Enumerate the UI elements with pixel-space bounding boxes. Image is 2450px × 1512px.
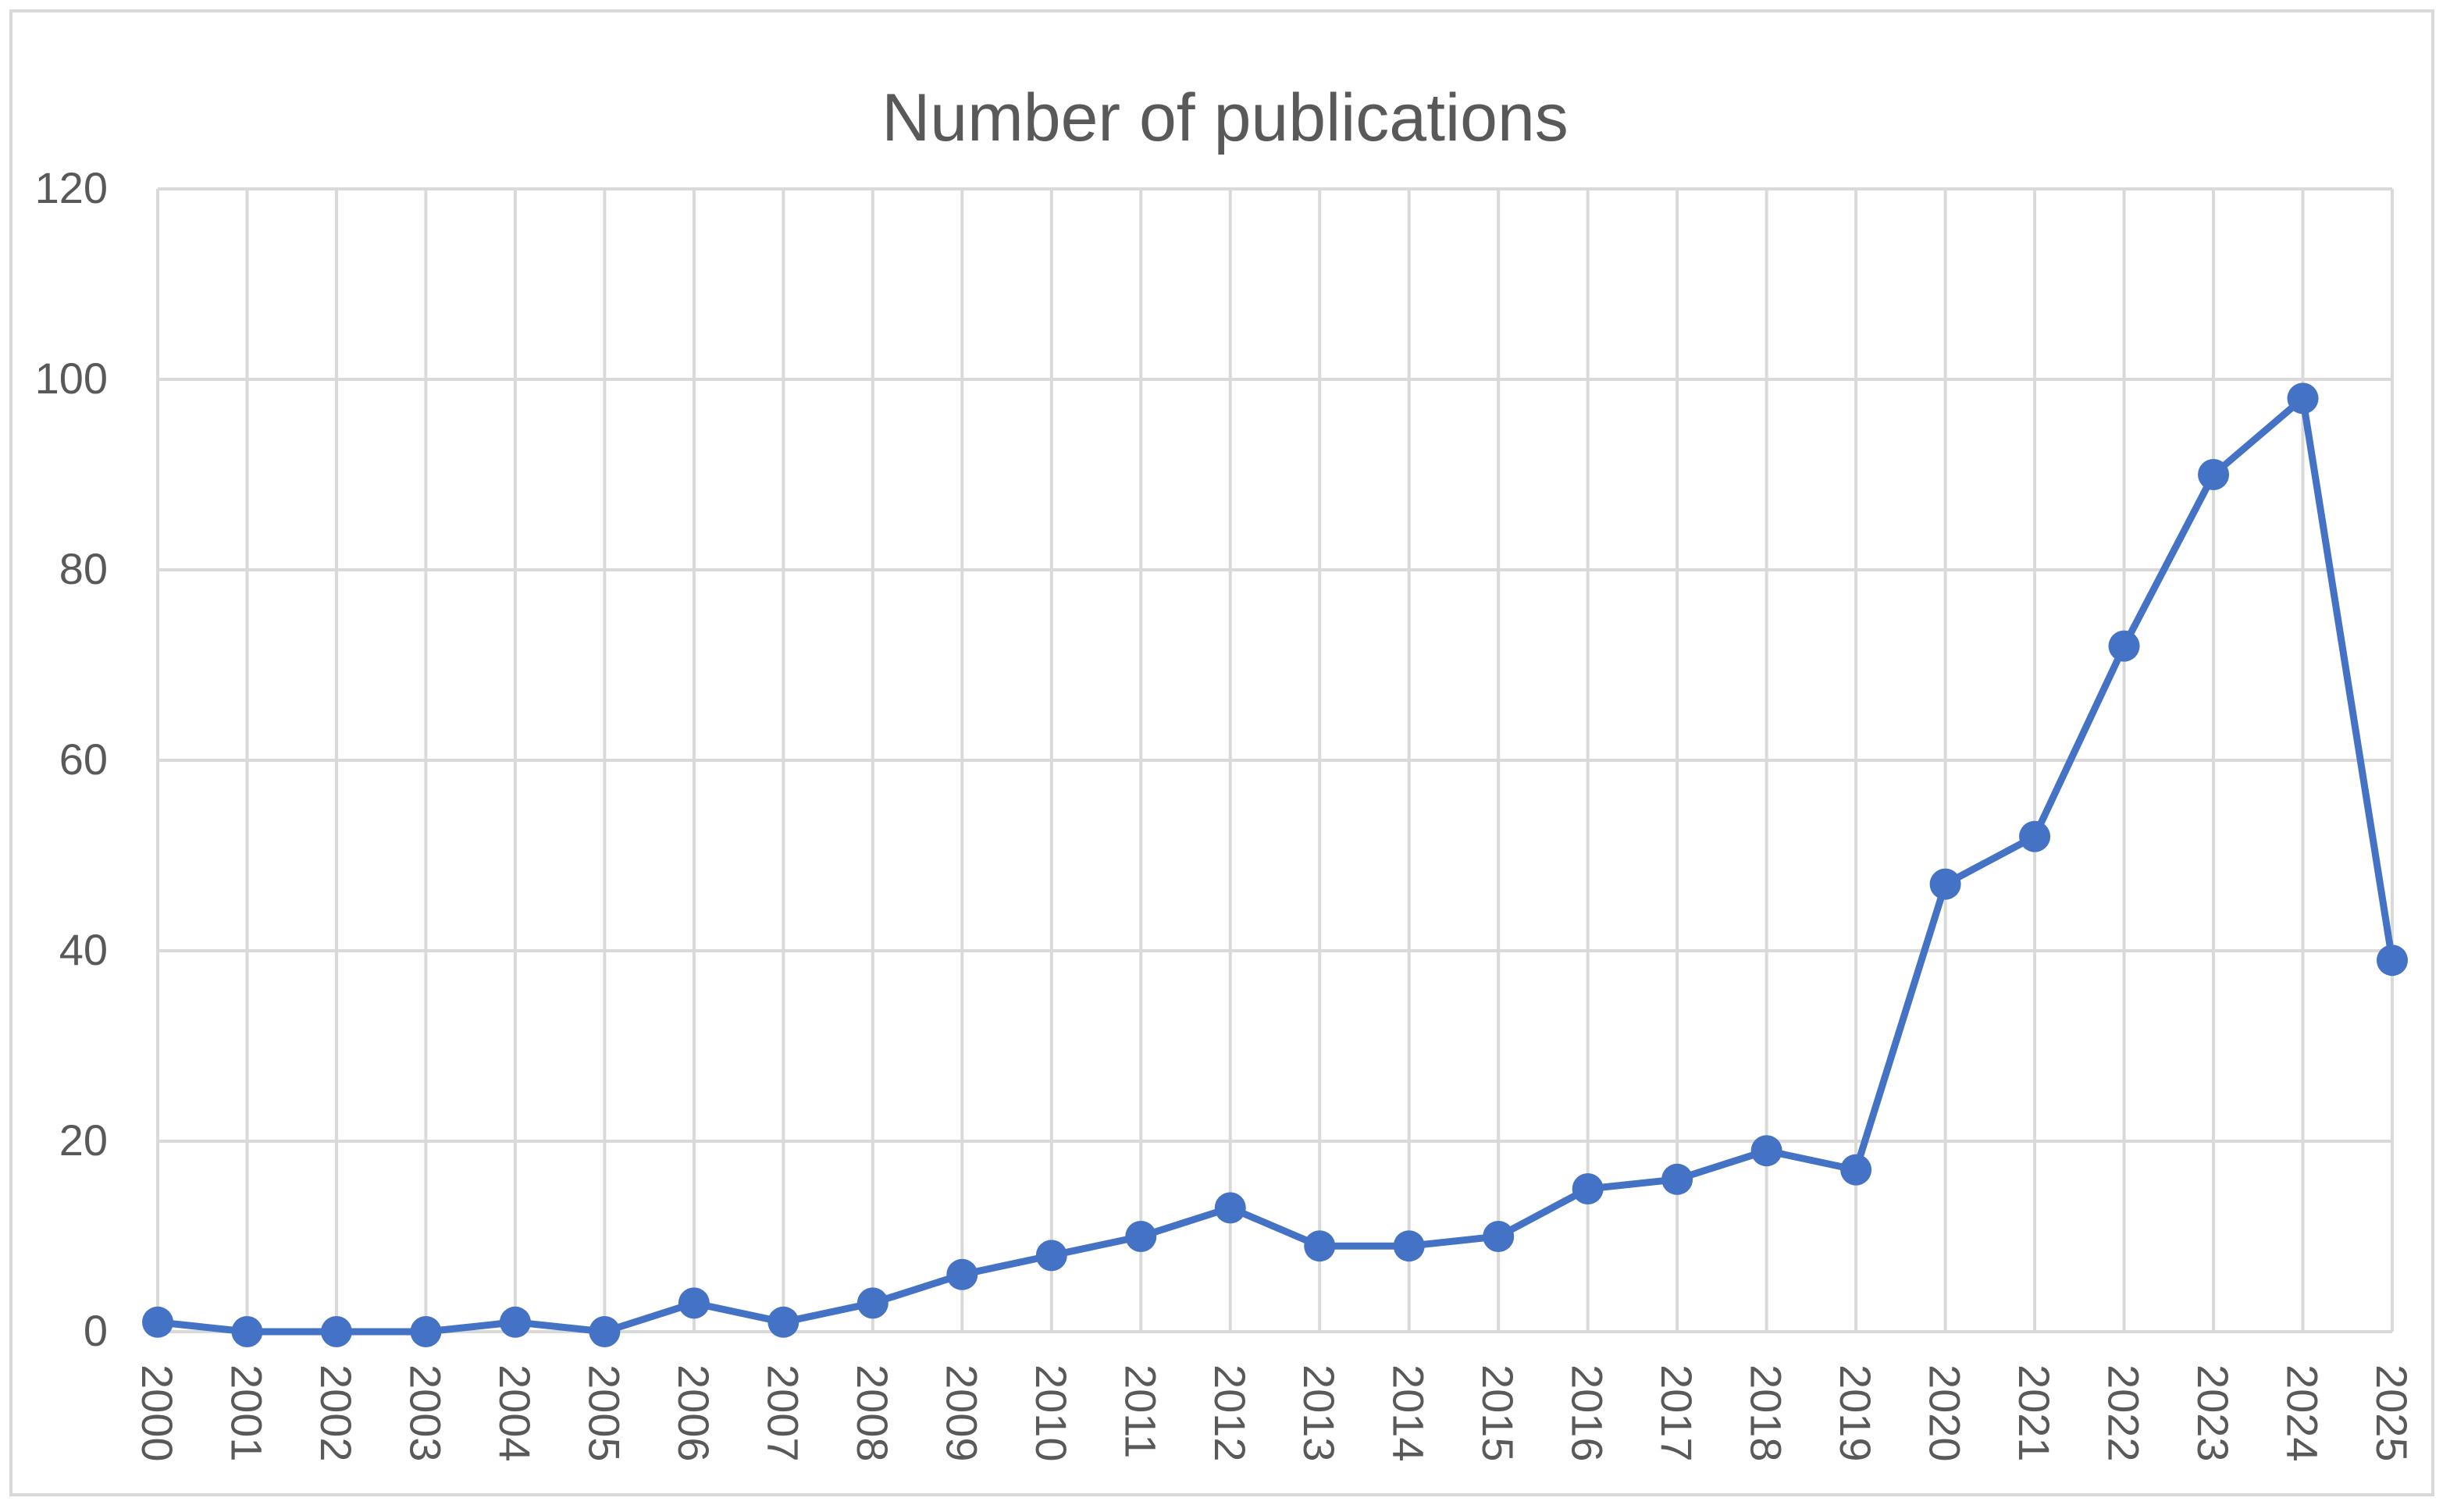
y-tick-label: 120 bbox=[35, 163, 108, 212]
x-tick-label: 2017 bbox=[1652, 1364, 1701, 1462]
series-group bbox=[142, 382, 2408, 1347]
x-tick-label: 2023 bbox=[2188, 1364, 2238, 1462]
x-tick-label: 2003 bbox=[401, 1364, 450, 1462]
data-point bbox=[1840, 1154, 1872, 1186]
x-tick-label: 2002 bbox=[312, 1364, 361, 1462]
x-tick-label: 2000 bbox=[133, 1364, 182, 1462]
data-point bbox=[589, 1316, 621, 1347]
y-tick-label: 20 bbox=[59, 1115, 108, 1165]
x-tick-label: 2025 bbox=[2367, 1364, 2416, 1462]
data-point bbox=[1929, 868, 1961, 900]
data-point bbox=[1661, 1163, 1693, 1195]
data-point bbox=[499, 1306, 531, 1338]
data-point bbox=[1304, 1230, 1336, 1262]
data-point bbox=[142, 1306, 173, 1338]
x-tick-label: 2012 bbox=[1205, 1364, 1255, 1462]
data-point bbox=[767, 1306, 799, 1338]
chart-frame bbox=[9, 9, 2434, 1496]
data-point bbox=[1750, 1135, 1782, 1167]
series-line bbox=[157, 394, 2396, 1336]
data-point bbox=[1125, 1221, 1157, 1252]
data-point bbox=[2108, 630, 2140, 662]
x-tick-label: 2016 bbox=[1563, 1364, 1612, 1462]
x-tick-label: 2004 bbox=[490, 1364, 539, 1462]
y-tick-label: 0 bbox=[84, 1306, 108, 1355]
data-point bbox=[1393, 1230, 1425, 1262]
x-tick-label: 2022 bbox=[2099, 1364, 2149, 1462]
x-tick-label: 2008 bbox=[848, 1364, 897, 1462]
x-tick-label: 2005 bbox=[579, 1364, 629, 1462]
x-tick-label: 2013 bbox=[1294, 1364, 1344, 1462]
x-axis-tick-labels: 2000 2001 2002 2003 2004 2005 2006 2007 2008 2009… bbox=[133, 1364, 2416, 1462]
x-tick-label: 2014 bbox=[1384, 1364, 1433, 1462]
data-point bbox=[2287, 382, 2319, 414]
data-point bbox=[678, 1287, 710, 1319]
data-point bbox=[2377, 945, 2408, 977]
x-tick-label: 2021 bbox=[2010, 1364, 2059, 1462]
x-tick-label: 2011 bbox=[1116, 1364, 1165, 1458]
grid bbox=[156, 187, 2394, 1333]
x-tick-label: 2019 bbox=[1831, 1364, 1880, 1462]
data-point bbox=[410, 1316, 442, 1347]
x-tick-label: 2015 bbox=[1473, 1364, 1522, 1462]
data-point bbox=[1483, 1221, 1515, 1252]
y-axis-tick-labels: 0 20 40 60 80 100 120 bbox=[35, 163, 108, 1355]
y-tick-label: 40 bbox=[59, 925, 108, 974]
data-point bbox=[2019, 820, 2051, 852]
data-point bbox=[320, 1316, 352, 1347]
x-tick-label: 2010 bbox=[1027, 1364, 1076, 1462]
data-point bbox=[1572, 1173, 1604, 1204]
data-point bbox=[856, 1287, 888, 1319]
data-point bbox=[2198, 459, 2230, 490]
x-tick-label: 2001 bbox=[222, 1364, 271, 1462]
data-point bbox=[231, 1316, 263, 1347]
x-tick-label: 2020 bbox=[1921, 1364, 1970, 1462]
data-point bbox=[1214, 1192, 1246, 1224]
y-tick-label: 100 bbox=[35, 354, 108, 403]
y-tick-label: 60 bbox=[59, 735, 108, 784]
x-tick-label: 2024 bbox=[2278, 1364, 2327, 1462]
x-tick-label: 2007 bbox=[758, 1364, 807, 1462]
x-tick-label: 2018 bbox=[1742, 1364, 1791, 1462]
data-point bbox=[1035, 1240, 1067, 1272]
x-tick-label: 2009 bbox=[937, 1364, 986, 1462]
y-tick-label: 80 bbox=[59, 544, 108, 593]
x-tick-label: 2006 bbox=[669, 1364, 718, 1462]
chart-title: Number of publications bbox=[881, 80, 1569, 155]
data-point bbox=[946, 1258, 978, 1290]
